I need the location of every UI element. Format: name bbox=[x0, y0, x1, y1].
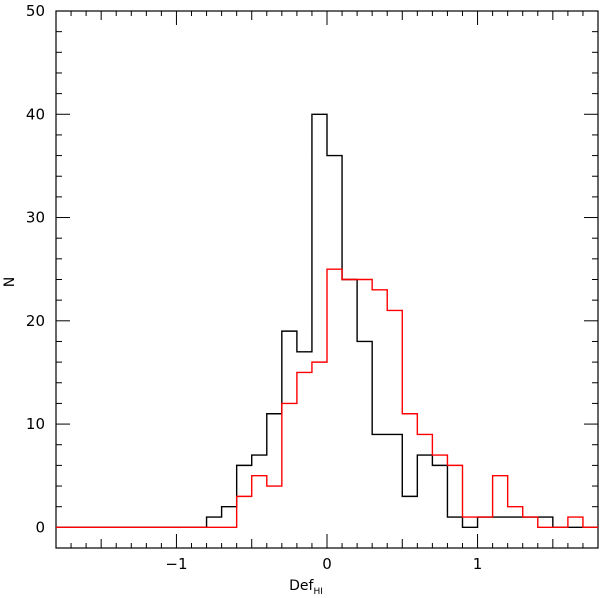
axis-ticks bbox=[55, 10, 599, 548]
x-axis-label-main: Def bbox=[289, 578, 314, 594]
x-tick-label: 0 bbox=[322, 555, 332, 573]
series-group bbox=[56, 113, 598, 529]
y-tick-label: 40 bbox=[26, 105, 45, 123]
y-tick-label: 20 bbox=[26, 312, 45, 330]
series-red-histogram bbox=[56, 268, 598, 529]
y-tick-label: 50 bbox=[26, 2, 45, 20]
y-tick-label: 30 bbox=[26, 209, 45, 227]
x-tick-label: −1 bbox=[165, 555, 187, 573]
y-axis-label: N bbox=[2, 277, 18, 287]
y-tick-label: 10 bbox=[26, 415, 45, 433]
x-tick-label: 1 bbox=[473, 555, 483, 573]
x-axis-label: DefHI bbox=[289, 578, 323, 597]
y-tick-label: 0 bbox=[35, 518, 45, 536]
x-axis-label-subscript: HI bbox=[313, 587, 322, 597]
